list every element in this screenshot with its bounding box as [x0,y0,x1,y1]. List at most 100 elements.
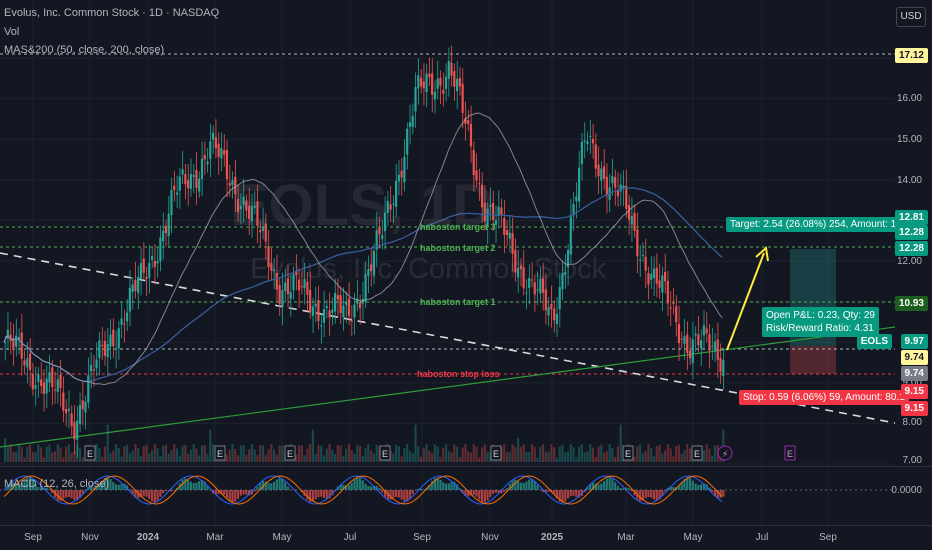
macd-bar [89,486,93,490]
macd-bar [691,480,694,490]
candle-body [406,128,409,155]
candle-body [370,264,373,271]
earnings-marker-icon [622,445,634,461]
macd-bar [641,490,644,501]
stop-price-tag-b: 9.15 [900,401,928,416]
candle-body [644,256,647,271]
candle-body [480,184,484,208]
volume-bar [611,447,614,462]
candle-body [586,141,589,145]
volume-bar [70,452,73,462]
candle-body [683,336,686,344]
currency-button[interactable]: USD [896,7,926,27]
macd-bar [200,480,204,490]
volume-bar [353,453,356,462]
candle-body [533,282,536,295]
target-info-box[interactable]: Target: 2.54 (26.08%) 254, Amount: 171.8… [726,217,926,232]
volume-bar [444,444,448,462]
macd-bar [528,479,531,490]
macd-bar [117,484,120,490]
macd-bar [106,477,109,490]
support-trendline [0,326,896,448]
macd-bar [713,490,717,497]
candle-body [514,249,517,273]
volume-bar [275,454,278,462]
candle-body [572,203,575,216]
candle-body [6,329,9,339]
macd-bar [522,482,525,490]
volume-bar [45,446,48,462]
volume-bar [339,445,342,462]
candle-body [148,262,151,278]
chart-title[interactable]: Evolus, Inc. Common Stock · 1D · NASDAQ [4,7,220,19]
volume-bar [442,447,445,462]
candle-body [292,274,295,291]
macd-bar [408,490,412,499]
volume-bar [167,453,170,462]
candle-body [245,200,248,211]
macd-bar [214,490,217,495]
volume-bar [153,444,156,462]
candle-body [92,369,95,371]
candle-body [40,379,43,386]
candle-body [284,282,287,291]
volume-bar [450,452,453,462]
candle-body [234,176,237,195]
macd-bar [367,486,370,490]
volume-bar [619,424,622,462]
volume-bar [528,451,531,462]
candle-body [661,275,664,293]
stop-info-box[interactable]: Stop: 0.59 (6.06%) 59, Amount: 80.1 [739,390,909,405]
macd-bar [494,490,498,493]
macd-bar [497,490,500,494]
candle-body [342,305,345,318]
macd-bar [569,490,572,497]
volume-bar [236,455,240,462]
watermark-name: Evolus, Inc. Common Stock [250,253,607,285]
macd-bar [228,490,231,502]
ma-legend[interactable]: MAS&200 (50, close, 200, close) [4,44,165,56]
volume-bar [453,444,456,462]
candle-body [508,232,511,239]
volume-bar [683,450,686,462]
macd-bar [231,490,234,503]
volume-bar [234,449,237,462]
macd-bar [469,490,473,496]
candle-body [300,286,303,288]
macd-legend[interactable]: MACD (12, 26, close) [4,478,110,490]
macd-bar [500,490,503,494]
candle-body [134,279,137,291]
volume-bar [175,448,179,462]
volume-bar [128,453,131,462]
candle-body [611,176,614,184]
volume-bar [647,444,650,462]
open-pnl-box[interactable]: Open P&L: 0.23, Qty: 29 Risk/Reward Rati… [762,307,879,337]
macd-bar [303,490,306,496]
macd-bar [309,490,312,502]
volume-bar [320,445,323,462]
macd-bar [242,490,245,495]
candle-body [103,340,107,356]
vol-legend[interactable]: Vol [4,26,20,38]
candle-body [167,213,170,237]
volume-bar [422,447,425,462]
macd-bar [688,477,692,490]
pane-separator[interactable] [0,466,932,467]
macd-bar [630,490,633,492]
macd-bar [475,490,478,497]
volume-bar [400,456,403,462]
candle-body [650,273,653,280]
candle-body [264,223,267,242]
macd-bar [59,490,62,501]
macd-bar [225,490,229,499]
candle-body [17,337,21,340]
candle-body [555,313,559,325]
volume-bar [564,452,567,462]
time-label: Jul [755,532,769,543]
volume-bar [311,429,314,462]
volume-bar [525,451,528,462]
candle-body [56,379,59,392]
candle-body [253,205,256,208]
volume-bar [200,445,204,462]
macd-bar [6,485,9,490]
